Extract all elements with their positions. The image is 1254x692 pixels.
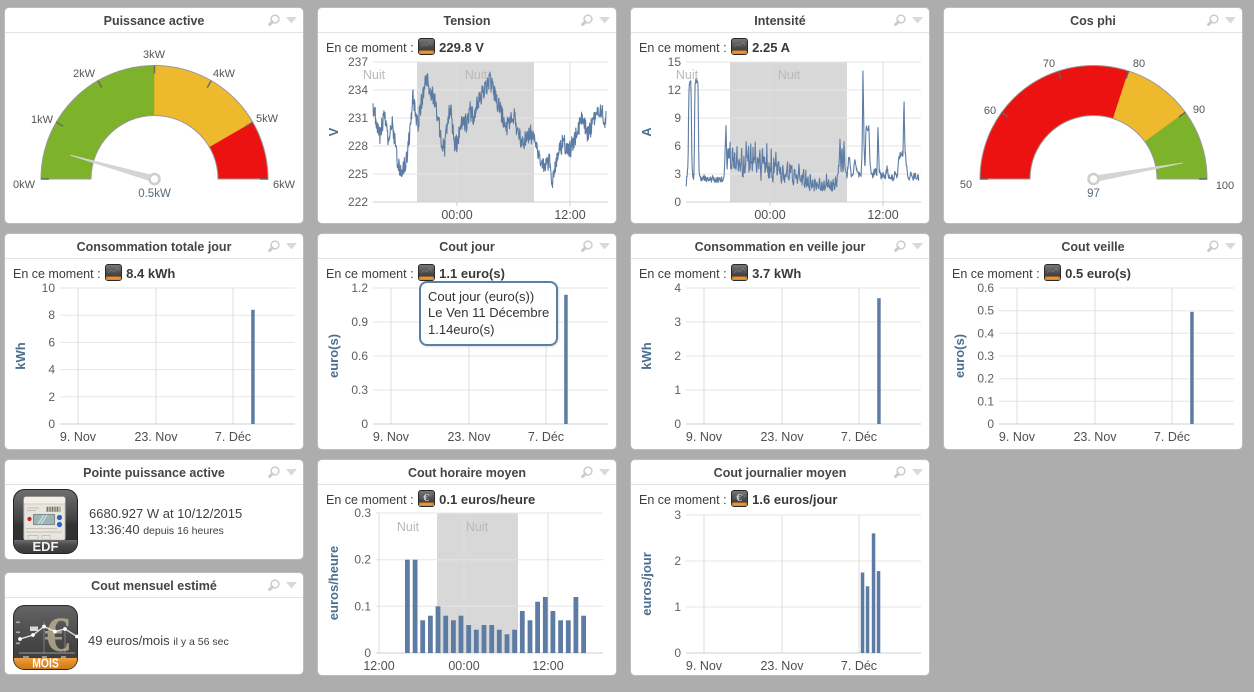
svg-text:3: 3 [674, 315, 681, 329]
svg-text:6kW: 6kW [273, 179, 296, 191]
svg-text:A: A [639, 127, 654, 137]
svg-text:Nuit: Nuit [676, 68, 699, 82]
svg-text:2: 2 [674, 349, 681, 363]
svg-text:23. Nov: 23. Nov [760, 659, 804, 673]
svg-text:23. Nov: 23. Nov [134, 430, 178, 444]
svg-text:7. Déc: 7. Déc [528, 430, 564, 444]
svg-text:0.5: 0.5 [977, 304, 994, 318]
svg-text:0: 0 [674, 417, 681, 431]
svg-text:6: 6 [48, 335, 55, 349]
svg-text:0.3: 0.3 [354, 506, 371, 520]
svg-text:0: 0 [674, 195, 681, 209]
svg-text:9. Nov: 9. Nov [373, 430, 410, 444]
svg-text:12:00: 12:00 [867, 208, 898, 222]
svg-text:Nuit: Nuit [466, 520, 489, 534]
svg-text:0.1: 0.1 [977, 394, 994, 408]
svg-text:1: 1 [674, 383, 681, 397]
svg-text:00:00: 00:00 [754, 208, 785, 222]
svg-text:100: 100 [1216, 180, 1234, 192]
svg-text:€: € [423, 492, 429, 504]
svg-text:0: 0 [48, 417, 55, 431]
svg-text:euro(s): euro(s) [326, 334, 341, 378]
svg-text:0.2: 0.2 [977, 372, 994, 386]
svg-text:12:00: 12:00 [363, 659, 394, 673]
svg-text:0kW: 0kW [13, 179, 36, 191]
svg-text:3: 3 [674, 167, 681, 181]
svg-text:60: 60 [984, 105, 996, 117]
svg-text:9. Nov: 9. Nov [686, 430, 723, 444]
svg-text:0.3: 0.3 [977, 349, 994, 363]
svg-text:€: € [736, 492, 742, 504]
svg-text:00:00: 00:00 [448, 659, 479, 673]
svg-text:3kW: 3kW [143, 49, 166, 61]
svg-text:0.1: 0.1 [354, 599, 371, 613]
svg-text:97: 97 [1087, 188, 1100, 200]
svg-text:6: 6 [674, 139, 681, 153]
svg-text:Nuit: Nuit [363, 68, 386, 82]
svg-text:kWh: kWh [13, 342, 28, 370]
svg-text:kWh: kWh [639, 342, 654, 370]
svg-text:237: 237 [348, 55, 368, 69]
svg-text:9. Nov: 9. Nov [60, 430, 97, 444]
svg-text:50: 50 [960, 179, 972, 191]
svg-text:90: 90 [1193, 104, 1205, 116]
svg-text:EDF: EDF [33, 539, 59, 554]
svg-text:V: V [326, 127, 341, 136]
svg-text:Nuit: Nuit [778, 68, 801, 82]
svg-text:225: 225 [348, 167, 368, 181]
svg-text:4: 4 [674, 281, 681, 295]
svg-text:euro(s): euro(s) [952, 334, 967, 378]
svg-text:1: 1 [674, 600, 681, 614]
svg-text:23. Nov: 23. Nov [760, 430, 804, 444]
svg-text:euros/heure: euros/heure [326, 546, 341, 620]
svg-text:euros/jour: euros/jour [639, 552, 654, 616]
svg-text:80: 80 [1133, 58, 1145, 70]
svg-text:5kW: 5kW [256, 113, 279, 125]
svg-text:0.6: 0.6 [351, 349, 368, 363]
svg-text:0.6: 0.6 [977, 281, 994, 295]
svg-text:12:00: 12:00 [532, 659, 563, 673]
svg-text:12: 12 [668, 83, 682, 97]
svg-text:2: 2 [48, 390, 55, 404]
svg-text:Nuit: Nuit [397, 520, 420, 534]
svg-text:234: 234 [348, 83, 368, 97]
svg-text:10: 10 [42, 281, 56, 295]
svg-text:222: 222 [348, 195, 368, 209]
svg-text:1.2: 1.2 [351, 281, 368, 295]
svg-text:70: 70 [1043, 58, 1055, 70]
svg-text:23. Nov: 23. Nov [1073, 430, 1117, 444]
svg-text:8: 8 [48, 308, 55, 322]
svg-text:7. Déc: 7. Déc [841, 430, 877, 444]
svg-text:9: 9 [674, 111, 681, 125]
svg-text:MOIS: MOIS [32, 656, 59, 670]
svg-text:0: 0 [674, 646, 681, 660]
svg-text:1kW: 1kW [31, 114, 54, 126]
svg-text:00:00: 00:00 [441, 208, 472, 222]
svg-text:7. Déc: 7. Déc [1154, 430, 1190, 444]
svg-text:15: 15 [668, 55, 682, 69]
svg-text:0: 0 [361, 417, 368, 431]
svg-text:7. Déc: 7. Déc [215, 430, 251, 444]
svg-text:0: 0 [364, 646, 371, 660]
svg-text:12:00: 12:00 [554, 208, 585, 222]
svg-text:0.3: 0.3 [351, 383, 368, 397]
svg-text:4kW: 4kW [213, 68, 236, 80]
svg-text:0.4: 0.4 [977, 326, 994, 340]
svg-text:0.2: 0.2 [354, 553, 371, 567]
svg-text:23. Nov: 23. Nov [447, 430, 491, 444]
svg-text:€: € [45, 606, 70, 662]
svg-text:2: 2 [674, 554, 681, 568]
svg-text:0.9: 0.9 [351, 315, 368, 329]
svg-text:231: 231 [348, 111, 368, 125]
svg-text:3: 3 [674, 508, 681, 522]
svg-text:Nuit: Nuit [465, 68, 488, 82]
svg-text:7. Déc: 7. Déc [841, 659, 877, 673]
svg-text:0.5kW: 0.5kW [138, 188, 171, 200]
svg-text:2kW: 2kW [73, 68, 96, 80]
svg-text:4: 4 [48, 363, 55, 377]
svg-text:9. Nov: 9. Nov [999, 430, 1036, 444]
svg-text:0: 0 [987, 417, 994, 431]
svg-text:228: 228 [348, 139, 368, 153]
svg-text:9. Nov: 9. Nov [686, 659, 723, 673]
